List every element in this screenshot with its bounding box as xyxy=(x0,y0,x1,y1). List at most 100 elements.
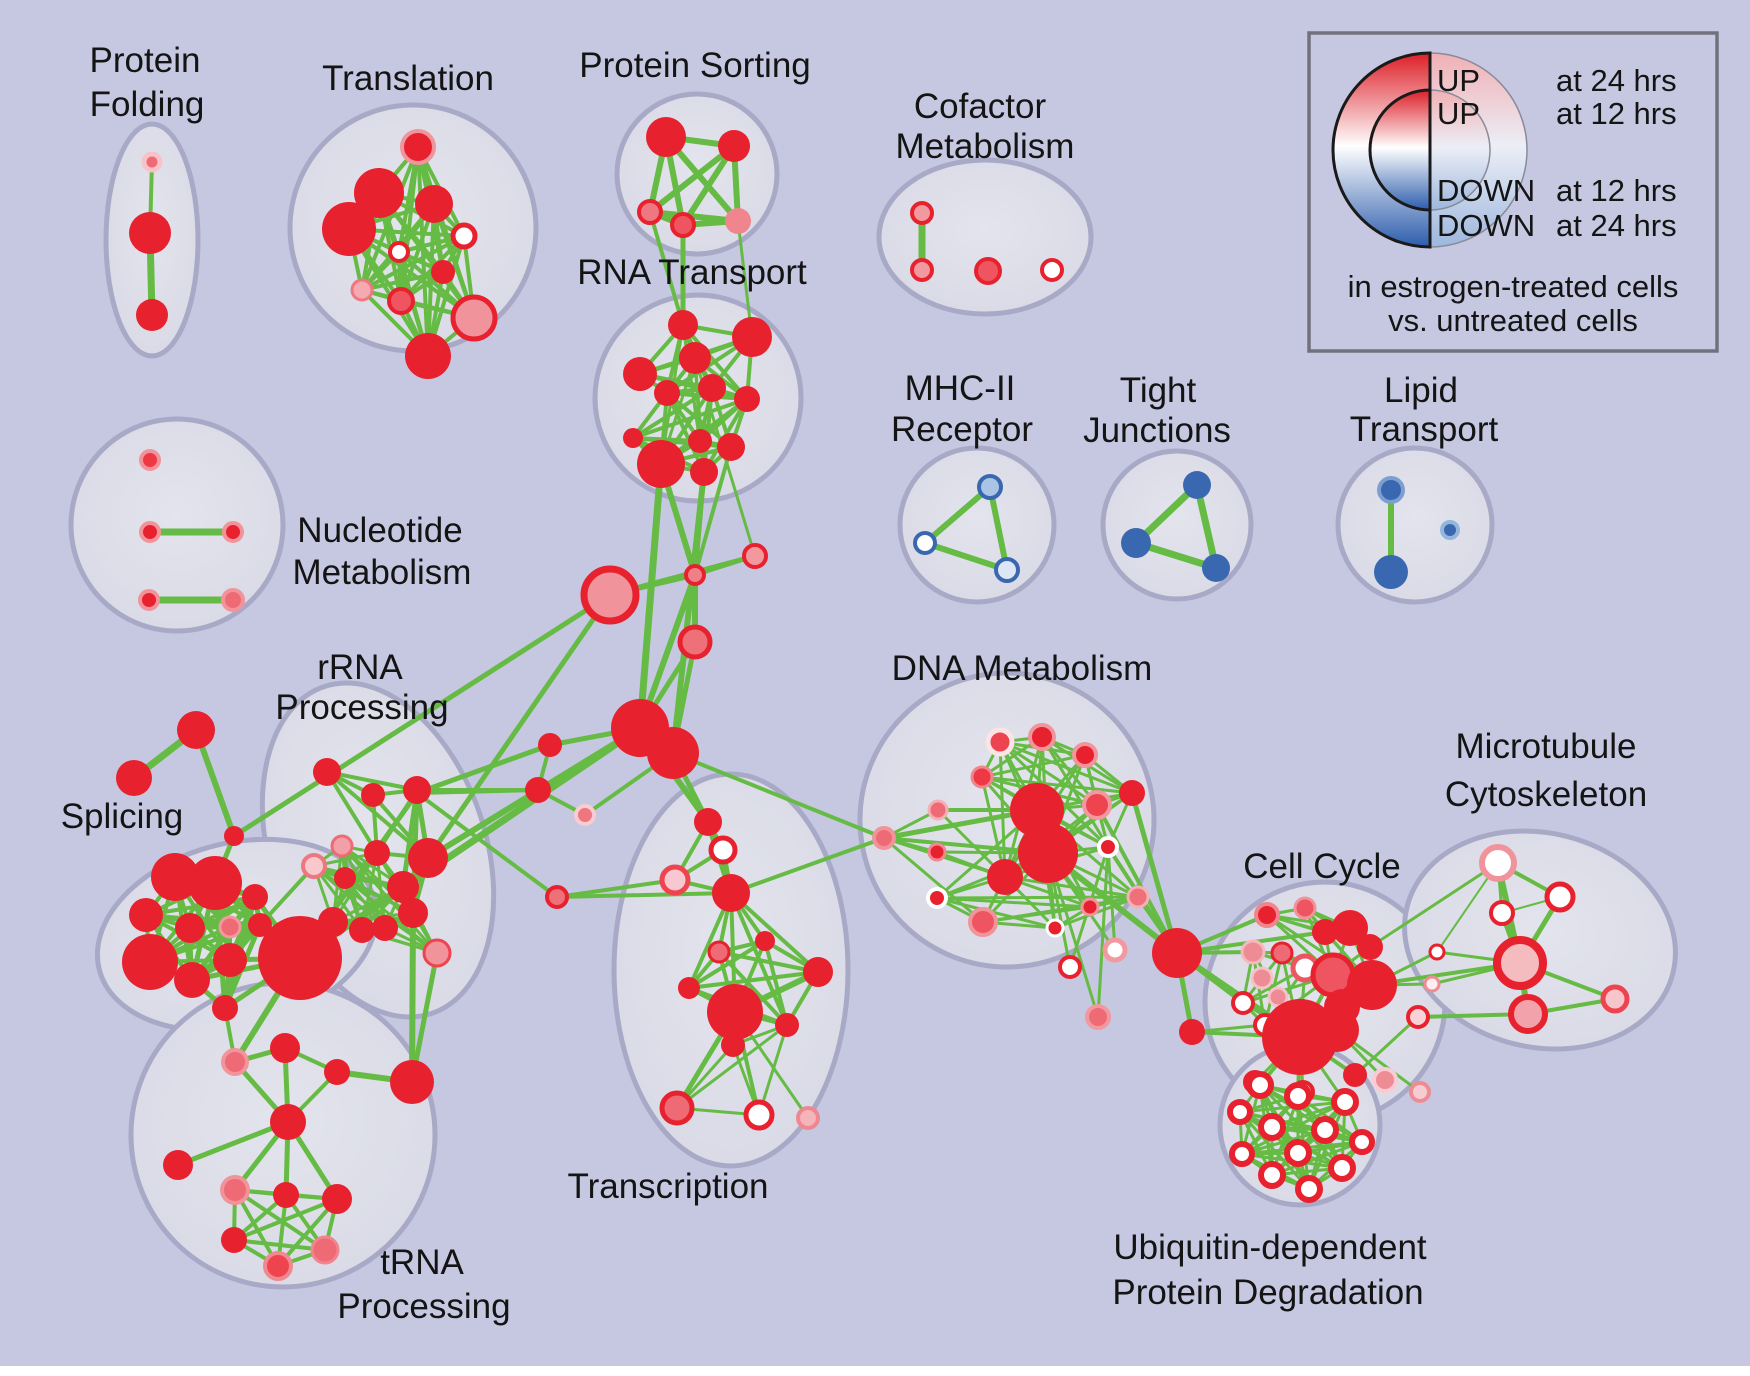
gene-node-dm3 xyxy=(1072,742,1098,768)
gene-node-c5 xyxy=(270,1104,306,1140)
gene-node-ub12 xyxy=(1295,1175,1323,1203)
network-edge xyxy=(675,1023,789,1110)
cluster-label-cofactor-metabolism: Cofactor xyxy=(914,87,1047,126)
legend-direction-label-1: UP xyxy=(1437,96,1480,131)
network-edge xyxy=(922,540,1010,573)
gene-node-ccs xyxy=(1179,1019,1205,1045)
gene-node-cc18 xyxy=(1343,1063,1367,1087)
gene-node-dm17 xyxy=(1080,897,1100,917)
gene-node-ub6 xyxy=(1311,1116,1339,1144)
network-edge xyxy=(1353,1015,1420,1077)
network-edge xyxy=(1129,790,1180,956)
gene-node-mh2 xyxy=(913,531,937,555)
network-edge xyxy=(980,775,1134,795)
gene-node-tn5 xyxy=(310,1235,340,1265)
gene-node-lt2 xyxy=(1374,555,1408,589)
gene-node-cc3 xyxy=(1312,919,1338,945)
gene-node-cc21 xyxy=(1372,1067,1398,1093)
gene-node-ps4 xyxy=(670,212,696,238)
gene-node-sp9 xyxy=(174,962,210,998)
gene-node-tn4 xyxy=(221,1227,247,1253)
gene-node-s3 xyxy=(574,804,596,826)
gene-node-tr2 xyxy=(116,760,152,796)
gene-node-dm4 xyxy=(970,765,994,789)
network-edge xyxy=(648,210,685,327)
legend-time-label-0: at 24 hrs xyxy=(1556,63,1677,98)
gene-node-sp12 xyxy=(212,995,238,1021)
network-edge xyxy=(922,484,993,546)
cluster-label-translation: Translation xyxy=(322,59,494,98)
network-edge xyxy=(1193,481,1220,572)
gene-node-sp11 xyxy=(258,916,342,1000)
gene-node-tc13 xyxy=(659,1090,695,1126)
gene-node-dm11 xyxy=(1018,823,1078,883)
gene-node-rt12 xyxy=(690,458,718,486)
network-edge xyxy=(1095,803,1179,955)
gene-node-dm12 xyxy=(987,859,1023,895)
gene-node-j1 xyxy=(684,564,706,586)
gene-node-sp5 xyxy=(175,913,205,943)
gene-node-tc10 xyxy=(707,984,763,1040)
gene-node-rt11 xyxy=(717,433,745,461)
network-edge xyxy=(717,950,820,974)
cluster-label-tight-junctions: Junctions xyxy=(1083,411,1231,450)
gene-node-mt7 xyxy=(1428,943,1446,961)
gene-node-ub2 xyxy=(1284,1082,1312,1110)
gene-node-tn3 xyxy=(322,1184,352,1214)
gene-node-rr10 xyxy=(318,907,348,937)
cluster-label-rrna-processing: Processing xyxy=(275,688,448,727)
cluster-label-rrna-processing: rRNA xyxy=(317,648,403,687)
gene-node-cc22 xyxy=(1409,1081,1431,1103)
gene-node-cc10 xyxy=(1347,960,1397,1010)
network-edge xyxy=(729,836,886,895)
gene-node-dm9 xyxy=(1119,780,1145,806)
network-edge xyxy=(1040,735,1110,849)
gene-node-sp3 xyxy=(129,898,163,932)
legend-time-label-2: at 12 hrs xyxy=(1556,173,1677,208)
gene-node-c3 xyxy=(324,1059,350,1085)
network-edge xyxy=(665,391,706,474)
gene-node-c1 xyxy=(221,1048,249,1076)
gene-node-tr1 xyxy=(177,711,215,749)
gene-node-c6 xyxy=(163,1150,193,1180)
cluster-label-cell-cycle: Cell Cycle xyxy=(1243,847,1401,886)
gene-node-ps1 xyxy=(646,117,686,157)
gene-node-ub7 xyxy=(1349,1129,1375,1155)
gene-node-cc6 xyxy=(1240,939,1266,965)
cluster-label-rna-transport: RNA Transport xyxy=(577,253,807,292)
gene-node-ub10 xyxy=(1328,1154,1356,1182)
gene-node-mt5 xyxy=(1508,994,1548,1034)
gene-node-nm3 xyxy=(222,521,244,543)
gene-node-sp2 xyxy=(188,856,242,910)
gene-node-t11 xyxy=(405,333,451,379)
gene-node-ub3 xyxy=(1331,1088,1359,1116)
gene-node-rr4 xyxy=(330,834,354,858)
gene-node-mt8 xyxy=(1423,975,1441,993)
gene-node-t10 xyxy=(450,294,498,342)
gene-node-rr12 xyxy=(372,915,398,941)
network-edge xyxy=(757,1023,789,1117)
gene-node-dm20 xyxy=(1085,1004,1111,1030)
gene-node-dm21 xyxy=(1102,937,1128,963)
gene-node-nm2 xyxy=(139,521,161,543)
gene-node-tc11 xyxy=(775,1013,799,1037)
gene-node-rt5 xyxy=(654,380,680,406)
network-edge xyxy=(231,592,613,839)
network-edge xyxy=(636,460,665,732)
gene-node-rt8 xyxy=(623,428,643,448)
cluster-label-trna-processing: Processing xyxy=(337,1287,510,1326)
gene-node-b1 xyxy=(580,565,640,625)
network-edge xyxy=(414,742,553,796)
gene-node-tj3 xyxy=(1202,554,1230,582)
network-edge xyxy=(325,770,379,855)
gene-node-rt9 xyxy=(637,440,685,488)
gene-node-nm5 xyxy=(221,588,245,612)
network-edge xyxy=(729,891,820,974)
cluster-label-mhc-ii-receptor: MHC-II xyxy=(905,369,1016,408)
cluster-label-protein-folding: Protein xyxy=(90,41,201,80)
gene-node-nm4 xyxy=(138,589,160,611)
gene-node-j2 xyxy=(742,543,768,569)
gene-node-cc9 xyxy=(1310,952,1356,998)
network-edge xyxy=(1238,1110,1364,1144)
gene-node-c2 xyxy=(270,1033,300,1063)
